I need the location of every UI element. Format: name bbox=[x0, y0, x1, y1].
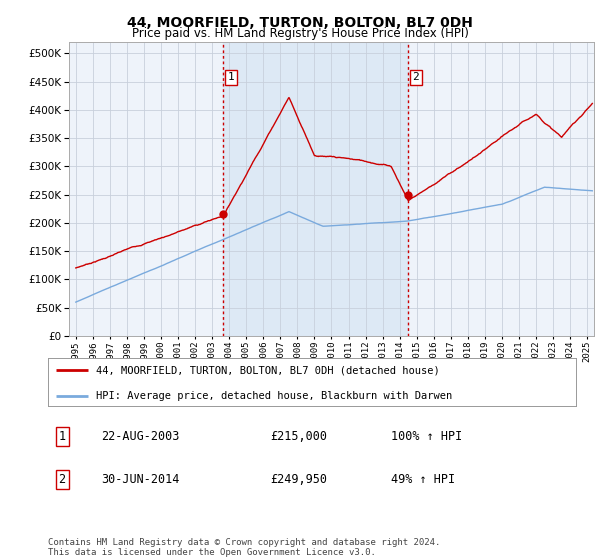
Text: 22-AUG-2003: 22-AUG-2003 bbox=[101, 430, 179, 443]
Text: £215,000: £215,000 bbox=[270, 430, 327, 443]
Bar bbox=[223, 42, 408, 336]
Text: 1: 1 bbox=[227, 72, 234, 82]
Text: Price paid vs. HM Land Registry's House Price Index (HPI): Price paid vs. HM Land Registry's House … bbox=[131, 27, 469, 40]
Text: Contains HM Land Registry data © Crown copyright and database right 2024.
This d: Contains HM Land Registry data © Crown c… bbox=[48, 538, 440, 557]
Text: 2: 2 bbox=[59, 473, 65, 486]
Text: 100% ↑ HPI: 100% ↑ HPI bbox=[391, 430, 463, 443]
Text: 49% ↑ HPI: 49% ↑ HPI bbox=[391, 473, 455, 486]
Text: £249,950: £249,950 bbox=[270, 473, 327, 486]
Text: 44, MOORFIELD, TURTON, BOLTON, BL7 0DH (detached house): 44, MOORFIELD, TURTON, BOLTON, BL7 0DH (… bbox=[95, 365, 439, 375]
Text: 1: 1 bbox=[59, 430, 65, 443]
Text: 44, MOORFIELD, TURTON, BOLTON, BL7 0DH: 44, MOORFIELD, TURTON, BOLTON, BL7 0DH bbox=[127, 16, 473, 30]
Text: 30-JUN-2014: 30-JUN-2014 bbox=[101, 473, 179, 486]
Text: HPI: Average price, detached house, Blackburn with Darwen: HPI: Average price, detached house, Blac… bbox=[95, 390, 452, 400]
Text: 2: 2 bbox=[412, 72, 419, 82]
